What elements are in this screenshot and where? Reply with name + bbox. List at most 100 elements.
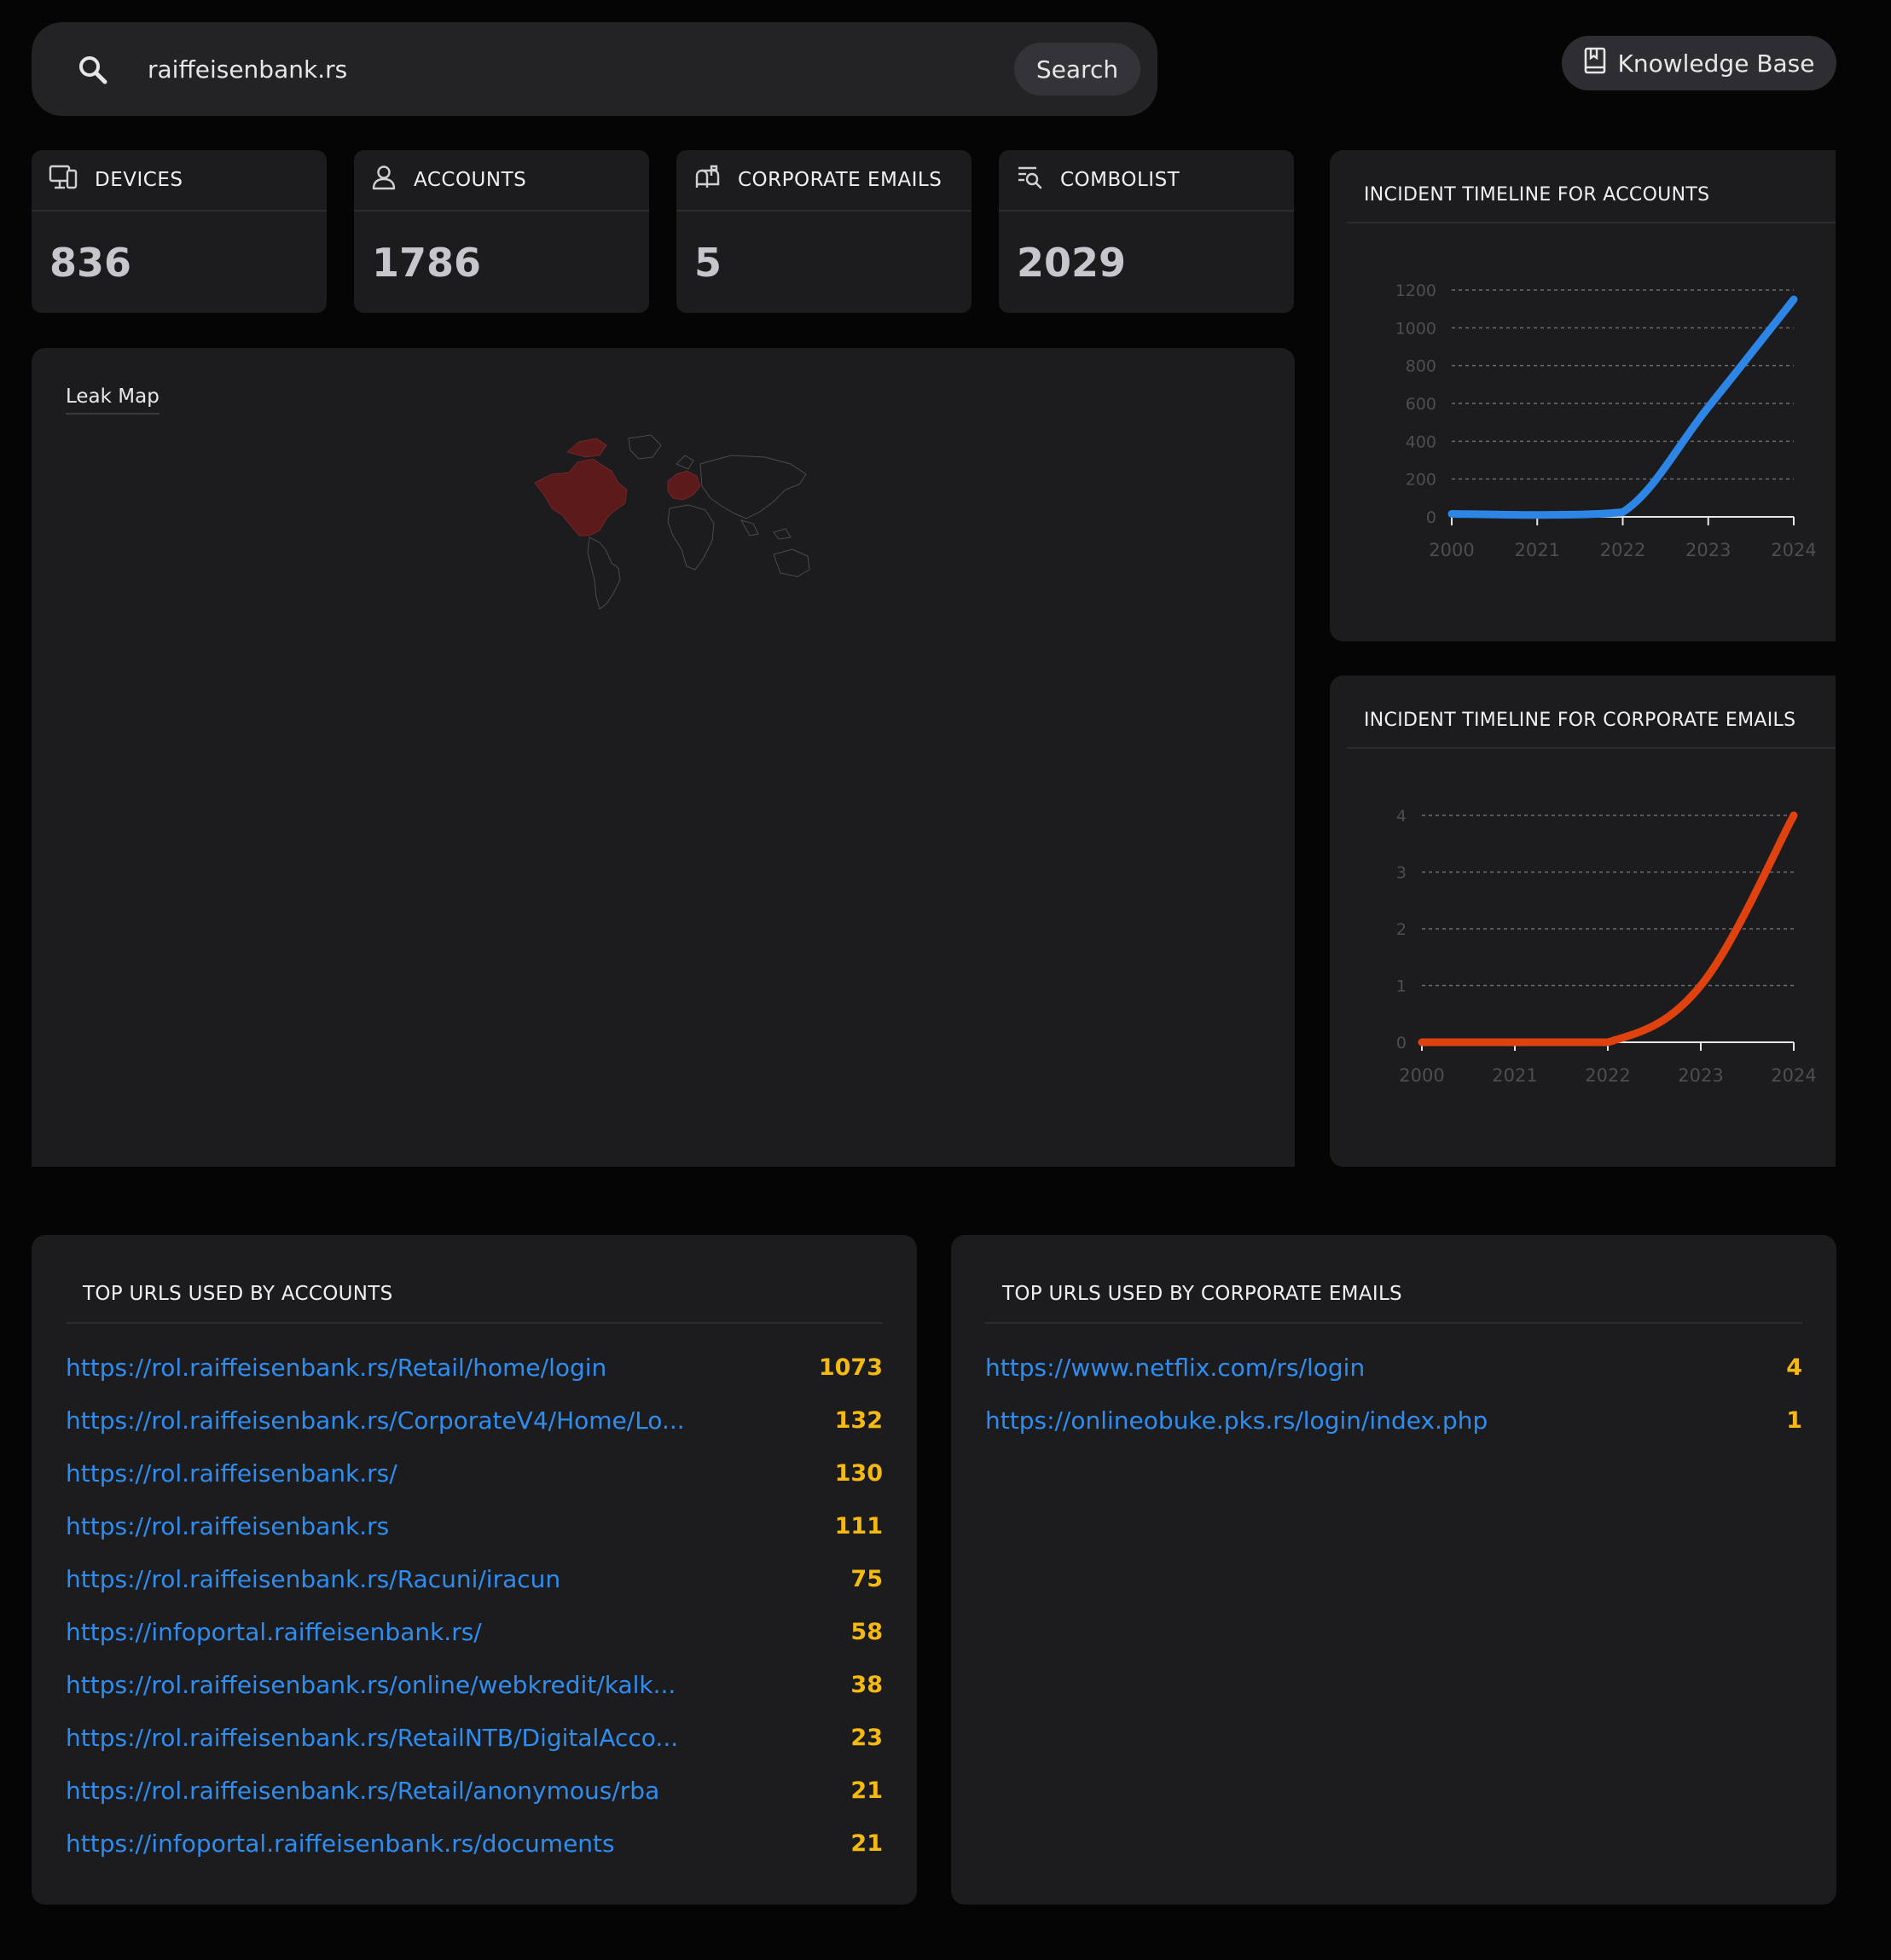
panel-title: TOP URLS USED BY ACCOUNTS (83, 1283, 393, 1305)
x-tick-label: 2024 (1771, 540, 1816, 560)
top-urls-emails-panel: TOP URLS USED BY CORPORATE EMAILS https:… (951, 1235, 1836, 1905)
y-tick-label: 400 (1406, 432, 1436, 451)
url-row: https://rol.raiffeisenbank.rs/Retail/ano… (66, 1764, 883, 1817)
url-link[interactable]: https://rol.raiffeisenbank.rs/ (66, 1458, 397, 1487)
url-count: 75 (850, 1565, 883, 1592)
leak-map-title: Leak Map (66, 386, 160, 415)
url-row: https://infoportal.raiffeisenbank.rs/doc… (66, 1817, 883, 1870)
url-list: https://rol.raiffeisenbank.rs/Retail/hom… (66, 1341, 883, 1870)
leak-map-panel: Leak Map (32, 348, 1295, 1167)
stat-card-corporate-emails: CORPORATE EMAILS 5 (676, 150, 972, 313)
url-count: 38 (850, 1671, 883, 1698)
chart-title: INCIDENT TIMELINE FOR CORPORATE EMAILS (1364, 710, 1796, 731)
corporate-emails-timeline-chart[interactable]: 0 1 2 3 4 2000 2021 2022 2023 2024 (1330, 676, 1836, 1167)
stat-value: 836 (49, 240, 132, 286)
search-bar: Search (32, 22, 1157, 116)
url-row: https://rol.raiffeisenbank.rs/online/web… (66, 1658, 883, 1711)
divider (66, 1322, 883, 1324)
url-count: 58 (850, 1618, 883, 1645)
url-count: 111 (834, 1512, 883, 1540)
y-tick-label: 3 (1396, 864, 1407, 883)
knowledge-base-label: Knowledge Base (1617, 49, 1815, 78)
url-row: https://rol.raiffeisenbank.rs/Retail/hom… (66, 1341, 883, 1394)
url-link[interactable]: https://rol.raiffeisenbank.rs/RetailNTB/… (66, 1723, 679, 1752)
x-tick-label: 2022 (1585, 1065, 1630, 1086)
url-row: https://www.netflix.com/rs/login 4 (985, 1341, 1802, 1394)
chart-title: INCIDENT TIMELINE FOR ACCOUNTS (1364, 184, 1710, 206)
x-tick-label: 2000 (1399, 1065, 1444, 1086)
url-link[interactable]: https://www.netflix.com/rs/login (985, 1353, 1366, 1382)
stat-value: 2029 (1017, 240, 1127, 286)
url-link[interactable]: https://rol.raiffeisenbank.rs/Racuni/ira… (66, 1564, 561, 1593)
url-link[interactable]: https://rol.raiffeisenbank.rs/Retail/ano… (66, 1776, 660, 1805)
url-link[interactable]: https://rol.raiffeisenbank.rs/CorporateV… (66, 1406, 685, 1435)
series-line (1418, 811, 1798, 1047)
y-tick-label: 0 (1426, 508, 1436, 527)
x-tick-label: 2023 (1685, 540, 1731, 560)
panel-title: TOP URLS USED BY CORPORATE EMAILS (1002, 1283, 1402, 1305)
search-icon (78, 55, 108, 89)
stat-card-accounts: ACCOUNTS 1786 (354, 150, 649, 313)
top-urls-accounts-panel: TOP URLS USED BY ACCOUNTS https://rol.ra… (32, 1235, 917, 1905)
stat-label: CORPORATE EMAILS (738, 169, 943, 191)
search-button[interactable]: Search (1014, 43, 1140, 96)
y-tick-label: 600 (1406, 395, 1436, 414)
stat-label: ACCOUNTS (414, 169, 527, 191)
knowledge-base-button[interactable]: Knowledge Base (1562, 36, 1836, 90)
x-tick-label: 2021 (1492, 1065, 1537, 1086)
y-tick-label: 800 (1406, 357, 1436, 376)
url-row: https://rol.raiffeisenbank.rs/Racuni/ira… (66, 1552, 883, 1605)
x-tick-label: 2023 (1678, 1065, 1723, 1086)
divider (985, 1322, 1802, 1324)
url-count: 132 (834, 1406, 883, 1434)
url-row: https://rol.raiffeisenbank.rs/130 (66, 1447, 883, 1499)
search-input[interactable] (117, 48, 936, 90)
url-count: 1073 (818, 1354, 883, 1381)
chart-panel-corporate-emails: INCIDENT TIMELINE FOR CORPORATE EMAILS 0… (1330, 676, 1836, 1167)
x-tick-label: 2021 (1515, 540, 1560, 560)
url-link[interactable]: https://onlineobuke.pks.rs/login/index.p… (985, 1406, 1488, 1435)
y-tick-label: 0 (1396, 1034, 1407, 1052)
url-link[interactable]: https://infoportal.raiffeisenbank.rs/doc… (66, 1829, 615, 1858)
series-line (1447, 295, 1798, 519)
accounts-timeline-chart[interactable]: 0 200 400 600 800 1000 1200 2000 2021 2022 2023 202… (1330, 150, 1836, 641)
chart-panel-accounts: INCIDENT TIMELINE FOR ACCOUNTS 0 200 400 60… (1330, 150, 1836, 641)
y-tick-label: 2 (1396, 920, 1407, 939)
y-tick-label: 4 (1396, 807, 1407, 826)
stat-value: 1786 (372, 240, 482, 286)
stat-card-devices: DEVICES 836 (32, 150, 327, 313)
url-link[interactable]: https://rol.raiffeisenbank.rs (66, 1511, 390, 1540)
stat-card-combolist: COMBOLIST 2029 (999, 150, 1294, 313)
divider (1347, 222, 1836, 223)
book-bookmark-icon (1584, 47, 1606, 80)
monitor-icon (49, 164, 78, 196)
x-tick-label: 2000 (1429, 540, 1474, 560)
stat-value: 5 (694, 240, 722, 286)
url-row: https://rol.raiffeisenbank.rs/CorporateV… (66, 1394, 883, 1447)
url-link[interactable]: https://rol.raiffeisenbank.rs/Retail/hom… (66, 1353, 607, 1382)
stat-label: DEVICES (95, 169, 183, 191)
user-icon (371, 164, 397, 196)
url-list: https://www.netflix.com/rs/login 4 https:/… (985, 1341, 1802, 1447)
divider (1347, 747, 1836, 749)
x-tick-label: 2024 (1771, 1065, 1816, 1086)
y-tick-label: 1200 (1395, 281, 1436, 300)
url-row: https://rol.raiffeisenbank.rs 111 (66, 1499, 883, 1552)
y-tick-label: 1 (1396, 977, 1407, 996)
url-row: https://infoportal.raiffeisenbank.rs/58 (66, 1605, 883, 1658)
url-row: https://rol.raiffeisenbank.rs/RetailNTB/… (66, 1711, 883, 1764)
url-count: 21 (850, 1830, 883, 1857)
mailbox-icon (693, 164, 721, 196)
world-map[interactable] (518, 430, 825, 618)
url-row: https://onlineobuke.pks.rs/login/index.p… (985, 1394, 1802, 1447)
url-count: 21 (850, 1777, 883, 1804)
url-link[interactable]: https://infoportal.raiffeisenbank.rs/ (66, 1617, 482, 1646)
x-tick-label: 2022 (1600, 540, 1645, 560)
url-count: 130 (834, 1459, 883, 1487)
y-tick-label: 200 (1406, 471, 1436, 490)
url-link[interactable]: https://rol.raiffeisenbank.rs/online/web… (66, 1670, 676, 1699)
list-search-icon (1016, 164, 1043, 196)
stat-label: COMBOLIST (1060, 169, 1180, 191)
url-count: 1 (1786, 1406, 1802, 1434)
url-count: 4 (1786, 1354, 1802, 1381)
